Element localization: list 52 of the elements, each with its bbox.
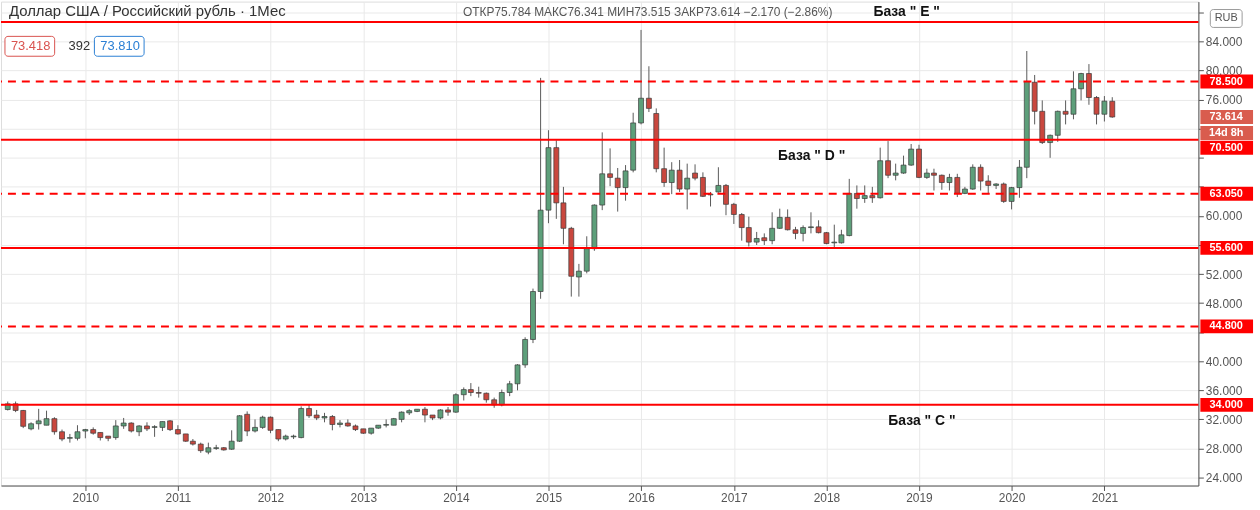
candlestick — [112, 419, 119, 441]
chart-subtitle: ОТКР75.784 МАКС76.341 МИН73.515 ЗАКР73.614 −2.170 (−2.86%) — [463, 4, 833, 19]
x-tick-label: 2020 — [998, 490, 1026, 505]
text: 73.614 — [1209, 110, 1244, 122]
x-tick-label: 2015 — [535, 490, 563, 505]
candlestick — [769, 211, 775, 245]
x-tick-label: 2017 — [721, 490, 748, 505]
ref-line-label: 78.500 — [1209, 74, 1243, 87]
candlestick — [383, 418, 389, 428]
y-tick-label: 36.000 — [1205, 383, 1243, 398]
y-tick-label: 32.000 — [1205, 412, 1243, 427]
x-tick-label: 2014 — [443, 490, 470, 505]
x-tick-label: 2013 — [350, 490, 378, 505]
y-tick-label: 84.000 — [1205, 35, 1243, 50]
annotation: База " E " — [873, 2, 940, 19]
y-tick-label: 60.000 — [1205, 209, 1243, 224]
y-tick-label: 28.000 — [1205, 441, 1243, 456]
ref-line-label: 44.800 — [1209, 319, 1243, 332]
annotation: 392 — [68, 38, 91, 54]
x-tick-label: 2019 — [906, 490, 934, 505]
ref-line-label: 55.600 — [1209, 240, 1243, 253]
candlestick — [646, 65, 652, 113]
candlestick — [731, 202, 737, 225]
x-tick-label: 2010 — [72, 490, 100, 505]
x-tick-label: 2016 — [628, 490, 656, 505]
y-tick-label: 48.000 — [1205, 296, 1243, 311]
text: 14d 8h — [1208, 125, 1244, 138]
candlestick — [854, 184, 860, 210]
y-tick-label: 24.000 — [1205, 471, 1243, 485]
candlestick — [607, 147, 613, 187]
annotation: База " D " — [778, 146, 846, 163]
ref-line-label: 34.000 — [1209, 397, 1243, 410]
x-tick-label: 2011 — [165, 490, 192, 505]
candlestick — [885, 140, 891, 179]
y-tick-label: 40.000 — [1205, 354, 1243, 369]
candlestick — [993, 182, 999, 190]
x-tick-label: 2021 — [1091, 490, 1119, 505]
candlestick — [583, 235, 590, 274]
chart-title: Доллар США / Российский рубль · 1Мес — [8, 3, 287, 20]
y-tick-label: 76.000 — [1205, 93, 1243, 108]
y-axis-title: RUB — [1214, 11, 1238, 24]
y-tick-label: 52.000 — [1205, 267, 1243, 282]
annotation: 73.810 — [100, 38, 140, 54]
ref-line-label: 70.500 — [1209, 140, 1243, 153]
candlestick — [661, 147, 667, 188]
candlestick — [692, 163, 698, 181]
annotation: 73.418 — [10, 38, 51, 54]
candlestick — [576, 263, 582, 298]
x-tick-label: 2018 — [813, 490, 841, 505]
annotation: База " C " — [888, 411, 956, 428]
x-tick-label: 2012 — [257, 490, 285, 505]
ref-line-label: 63.050 — [1209, 186, 1243, 199]
